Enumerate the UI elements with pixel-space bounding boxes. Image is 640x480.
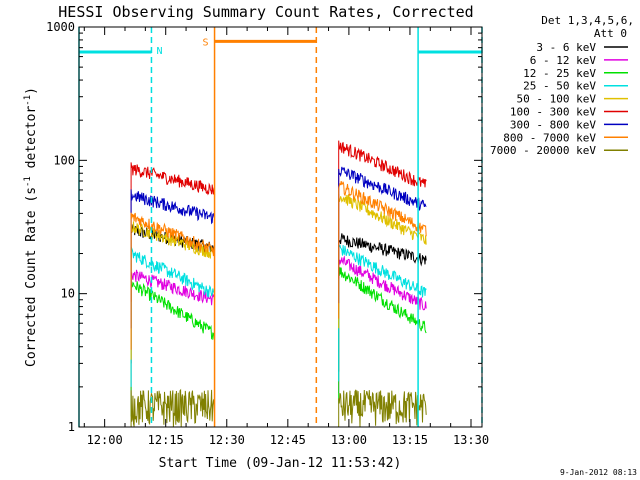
trace-3-segment-1: [338, 244, 427, 382]
legend-label-0: 3 - 6 keV: [536, 41, 596, 54]
x-tick-label-4: 13:00: [331, 433, 367, 447]
trace-3-segment-0: [130, 246, 215, 387]
trace-5-segment-0: [130, 162, 216, 302]
x-axis-label: Start Time (09-Jan-12 11:53:42): [159, 456, 402, 471]
trace-0-segment-1: [338, 233, 427, 372]
legend-header-line2: Att 0: [594, 27, 627, 40]
trace-7-segment-0: [130, 212, 216, 350]
trace-7-segment-1: [338, 181, 427, 319]
x-tick-label-0: 12:00: [87, 433, 123, 447]
legend-label-6: 300 - 800 keV: [510, 118, 596, 131]
trace-2-segment-1: [338, 267, 427, 404]
axis-ticks: 12:00 12:15 12:30 12:45 13:00 13:15 13:30 1 10 10…: [46, 20, 489, 447]
legend-label-8: 7000 - 20000 keV: [490, 144, 596, 157]
trace-6-segment-1: [338, 166, 427, 304]
x-tick-label-5: 13:15: [392, 433, 428, 447]
legend-label-7: 800 - 7000 keV: [503, 131, 596, 144]
legend-label-2: 12 - 25 keV: [523, 67, 596, 80]
trace-6-segment-0: [130, 189, 215, 329]
y-label-part3: ): [24, 87, 39, 95]
night-bar-label: N: [156, 46, 162, 57]
trace-5-segment-1: [338, 140, 427, 279]
y-axis-label: Corrected Count Rate (s-1 detector-1): [23, 87, 39, 367]
saa-bar-label: S: [203, 37, 209, 48]
y-label-exp1: -1: [23, 176, 33, 187]
legend-label-3: 25 - 50 keV: [523, 80, 596, 93]
legend-label-1: 6 - 12 keV: [530, 54, 597, 67]
legend-label-5: 100 - 300 keV: [510, 106, 596, 119]
trace-8-segment-1: [338, 389, 427, 427]
y-tick-label-1: 10: [61, 287, 75, 301]
y-label-exp2: -1: [23, 95, 33, 106]
y-label-part1: Corrected Count Rate (s: [24, 187, 39, 367]
trace-4-segment-1: [338, 194, 427, 329]
legend-header-line1: Det 1,3,4,5,6,: [541, 14, 634, 27]
y-label-part2: detector: [24, 106, 39, 177]
plot-frame: [78, 26, 483, 428]
y-tick-label-2: 100: [53, 153, 75, 167]
x-tick-label-3: 12:45: [270, 433, 306, 447]
x-tick-label-1: 12:15: [148, 433, 184, 447]
y-tick-label-3: 1000: [46, 20, 75, 34]
x-tick-label-2: 12:30: [209, 433, 245, 447]
data-traces: [130, 140, 427, 427]
chart-title: HESSI Observing Summary Count Rates, Cor…: [58, 3, 473, 21]
trace-1-segment-0: [130, 269, 216, 408]
footer-date: 9-Jan-2012 08:13: [560, 468, 637, 477]
trace-2-segment-0: [130, 280, 216, 417]
trace-8-segment-0: [130, 388, 216, 427]
legend-label-4: 50 - 100 keV: [517, 93, 597, 106]
trace-1-segment-1: [338, 255, 427, 393]
y-tick-label-0: 1: [68, 420, 75, 434]
x-tick-label-6: 13:30: [453, 433, 489, 447]
